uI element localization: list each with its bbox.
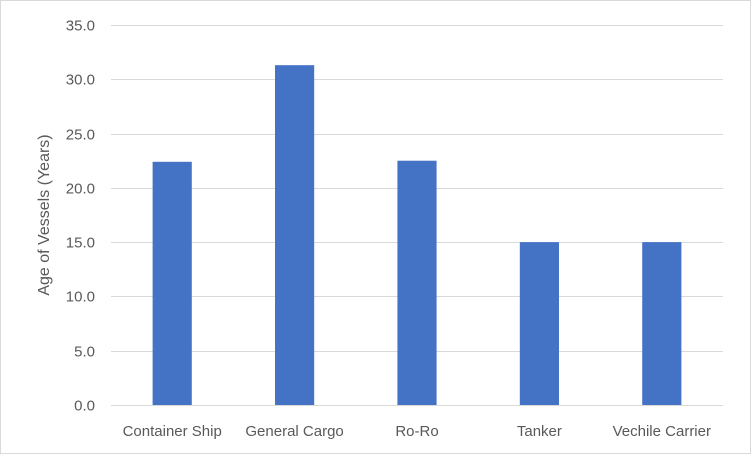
y-tick-label: 0.0 <box>74 398 95 415</box>
bar-ro-ro <box>397 160 437 405</box>
bar-tanker <box>519 242 559 405</box>
y-axis-title: Age of Vessels (Years) <box>36 134 53 295</box>
bar-vechile-carrier <box>642 242 682 405</box>
y-tick-label: 35.0 <box>66 18 95 35</box>
bar-general-cargo <box>275 65 315 406</box>
x-tick-label: Container Ship <box>123 423 222 440</box>
y-tick-label: 30.0 <box>66 72 95 89</box>
x-tick-label: Ro-Ro <box>395 423 438 440</box>
y-axis-ticks: 0.0 5.0 10.0 15.0 20.0 25.0 30.0 35.0 <box>66 18 95 415</box>
y-tick-label: 25.0 <box>66 127 95 144</box>
y-tick-label: 10.0 <box>66 289 95 306</box>
y-tick-label: 15.0 <box>66 235 95 252</box>
y-tick-label: 20.0 <box>66 181 95 198</box>
bars <box>152 65 682 406</box>
x-tick-label: Tanker <box>517 423 562 440</box>
x-axis-ticks: Container Ship General Cargo Ro-Ro Tanker Ve… <box>123 423 711 440</box>
x-tick-label: Vechile Carrier <box>613 423 711 440</box>
x-tick-label: General Cargo <box>245 423 343 440</box>
bar-container-ship <box>152 161 192 405</box>
y-tick-label: 5.0 <box>74 344 95 361</box>
